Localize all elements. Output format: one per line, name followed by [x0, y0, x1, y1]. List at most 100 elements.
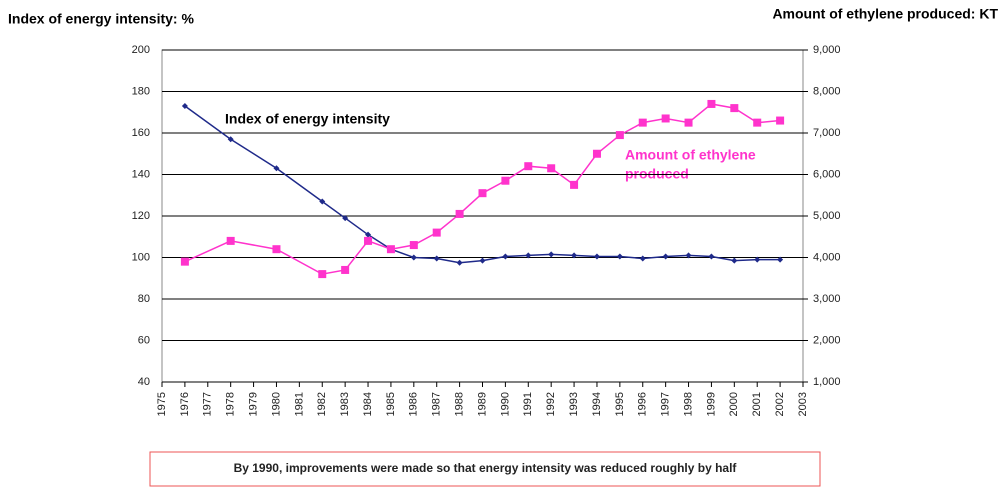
- ethylene-marker: [341, 265, 350, 274]
- ethylene-marker: [364, 236, 373, 245]
- ethylene-marker: [478, 189, 487, 198]
- y-tick-label: 120: [132, 210, 150, 222]
- energy-marker: [731, 257, 738, 264]
- energy-marker: [708, 253, 715, 260]
- note: By 1990, improvements were made so that …: [234, 461, 738, 475]
- x-tick-label: 1981: [293, 392, 305, 416]
- y-tick-label: 40: [138, 376, 150, 388]
- energy-marker: [319, 198, 326, 205]
- x-tick-label: 1997: [660, 392, 672, 416]
- x-tick-label: 1983: [339, 392, 351, 416]
- series-line: [184, 105, 781, 264]
- x-tick-label: 1976: [179, 392, 191, 416]
- energy-marker: [662, 253, 669, 260]
- y-axis-title: Index of energy intensity: %: [8, 11, 194, 27]
- y2-tick-label: 8,000: [813, 85, 841, 97]
- ethylene-marker: [661, 114, 670, 123]
- energy-marker: [548, 251, 555, 258]
- ethylene-marker: [776, 116, 785, 125]
- ethylene-marker: [730, 104, 739, 113]
- y-tick-label: 80: [138, 293, 150, 305]
- y-tick-label: 160: [132, 127, 150, 139]
- energy-marker: [227, 136, 234, 143]
- y2-axis-title: Amount of ethylene produced: KT: [772, 6, 998, 22]
- x-tick-label: 1975: [156, 392, 168, 416]
- x-tick-label: 1990: [499, 392, 511, 416]
- y2-tick-label: 6,000: [813, 168, 841, 180]
- x-tick-label: 1979: [247, 392, 259, 416]
- x-tick-label: 1993: [568, 392, 580, 416]
- y-tick-label: 200: [132, 44, 150, 56]
- ethylene-marker: [707, 99, 716, 108]
- energy-marker: [342, 215, 349, 222]
- x-tick-label: 1982: [316, 392, 328, 416]
- x-tick-label: 1986: [408, 392, 420, 416]
- ethylene-marker: [524, 162, 533, 171]
- energy-marker: [273, 165, 280, 172]
- ethylene-marker: [638, 118, 647, 127]
- energy-marker: [365, 231, 372, 238]
- ethylene-marker: [272, 245, 281, 254]
- x-tick-label: 1994: [591, 392, 603, 416]
- x-tick-label: 1980: [270, 392, 282, 416]
- x-tick-label: 2002: [774, 392, 786, 416]
- x-tick-label: 1987: [431, 392, 443, 416]
- ethylene-marker: [386, 245, 395, 254]
- y2-tick-label: 7,000: [813, 127, 841, 139]
- x-tick-label: 1995: [614, 392, 626, 416]
- x-tick-label: 1998: [682, 392, 694, 416]
- x-tick-label: 1989: [476, 392, 488, 416]
- energy-marker: [456, 259, 463, 266]
- ethylene-marker: [570, 180, 579, 189]
- x-tick-label: 1991: [522, 392, 534, 416]
- energy-marker: [593, 253, 600, 260]
- ethylene-marker: [547, 164, 556, 173]
- x-tick-label: 1984: [362, 392, 374, 416]
- x-tick-label: 1977: [202, 392, 214, 416]
- y2-tick-label: 4,000: [813, 251, 841, 263]
- y-tick-label: 100: [132, 251, 150, 263]
- energy-marker: [639, 255, 646, 262]
- x-tick-label: 2000: [728, 392, 740, 416]
- ethylene-marker: [432, 228, 441, 237]
- x-tick-label: 1985: [385, 392, 397, 416]
- y2-tick-label: 1,000: [813, 376, 841, 388]
- ethylene-annotation: produced: [625, 166, 689, 182]
- x-tick-label: 1996: [637, 392, 649, 416]
- energy-marker: [616, 253, 623, 260]
- x-tick-label: 2003: [797, 392, 809, 416]
- ethylene-marker: [409, 241, 418, 250]
- note-box: [149, 451, 821, 487]
- y2-tick-label: 9,000: [813, 44, 841, 56]
- ethylene-marker: [501, 176, 510, 185]
- ethylene-marker: [180, 257, 189, 266]
- y2-tick-label: 2,000: [813, 334, 841, 346]
- x-tick-label: 1992: [545, 392, 557, 416]
- y-tick-label: 180: [132, 85, 150, 97]
- y-tick-label: 60: [138, 334, 150, 346]
- energy-marker: [685, 252, 692, 259]
- x-tick-label: 1978: [225, 392, 237, 416]
- y2-tick-label: 5,000: [813, 210, 841, 222]
- ethylene-marker: [455, 209, 464, 218]
- energy-marker: [525, 252, 532, 259]
- ethylene-annotation: Amount of ethylene: [625, 147, 756, 163]
- x-tick-label: 1988: [454, 392, 466, 416]
- x-tick-label: 1999: [705, 392, 717, 416]
- ethylene-marker: [592, 149, 601, 158]
- energy-marker: [777, 256, 784, 263]
- energy-marker: [502, 253, 509, 260]
- energy-marker: [181, 103, 188, 110]
- energy-marker: [571, 252, 578, 259]
- ethylene-marker: [226, 236, 235, 245]
- energy-annotation: Index of energy intensity: [225, 111, 390, 127]
- y2-tick-label: 3,000: [813, 293, 841, 305]
- energy-marker: [433, 255, 440, 262]
- ethylene-marker: [753, 118, 762, 127]
- x-tick-label: 2001: [751, 392, 763, 416]
- ethylene-marker: [684, 118, 693, 127]
- ethylene-marker: [615, 131, 624, 140]
- energy-marker: [754, 256, 761, 263]
- energy-marker: [479, 257, 486, 264]
